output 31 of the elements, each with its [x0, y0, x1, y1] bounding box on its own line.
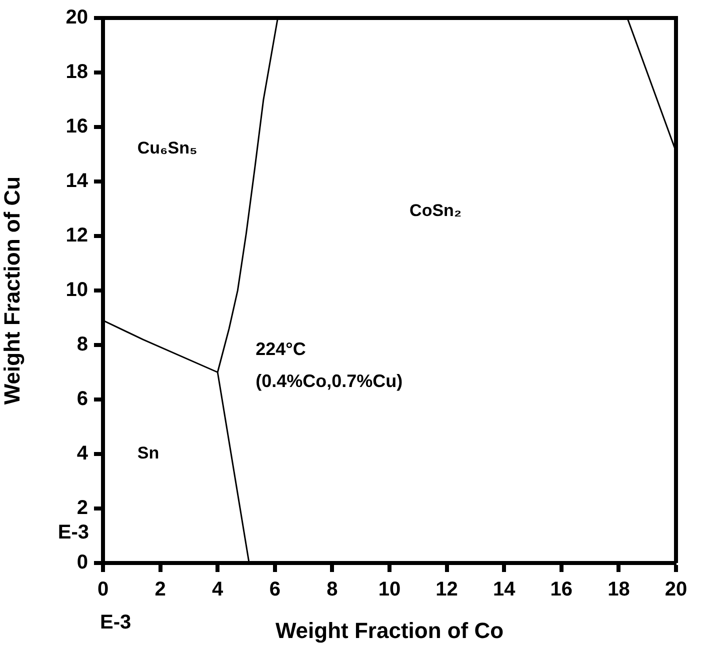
x-tick-label: 14 [492, 578, 516, 601]
x-tick-label: 16 [550, 578, 573, 601]
x-tick-label: 2 [154, 578, 166, 601]
x-tick-label: 0 [97, 578, 109, 601]
annotation: (0.4%Co,0.7%Cu) [256, 371, 403, 392]
annotation: Cu₆Sn₅ [137, 138, 198, 158]
x-tick-label: 4 [212, 578, 224, 601]
x-tick-label: 10 [378, 578, 401, 601]
y-tick-label: 14 [66, 170, 89, 192]
x-axis-title: Weight Fraction of Co [275, 618, 504, 643]
y-tick-label: 18 [66, 61, 88, 84]
x-tick-label: 8 [326, 578, 338, 601]
annotation: 224°C [256, 339, 306, 360]
y-tick-label: 4 [76, 442, 89, 465]
y-tick-label: 20 [66, 6, 88, 29]
x-tick-label: 6 [269, 578, 280, 601]
x-tick-label: 12 [436, 578, 458, 601]
y-axis-title: Weight Fraction of Cu [0, 176, 24, 405]
y-tick-label: 16 [66, 116, 88, 138]
y-tick-label: 12 [66, 224, 88, 247]
annotation: Sn [137, 444, 160, 463]
y-tick-label: 0 [76, 552, 88, 574]
x-tick-label: 18 [608, 578, 630, 601]
y-tick-label: 2 [76, 497, 88, 520]
y-tick-label: 6 [76, 388, 88, 410]
y-tick-label: 8 [76, 334, 88, 356]
annotation: CoSn₂ [410, 201, 462, 220]
y-tick-label: 10 [66, 279, 88, 302]
text: E-3 [100, 612, 132, 634]
text: E-3 [58, 522, 89, 544]
x-tick-label: 20 [664, 578, 688, 601]
